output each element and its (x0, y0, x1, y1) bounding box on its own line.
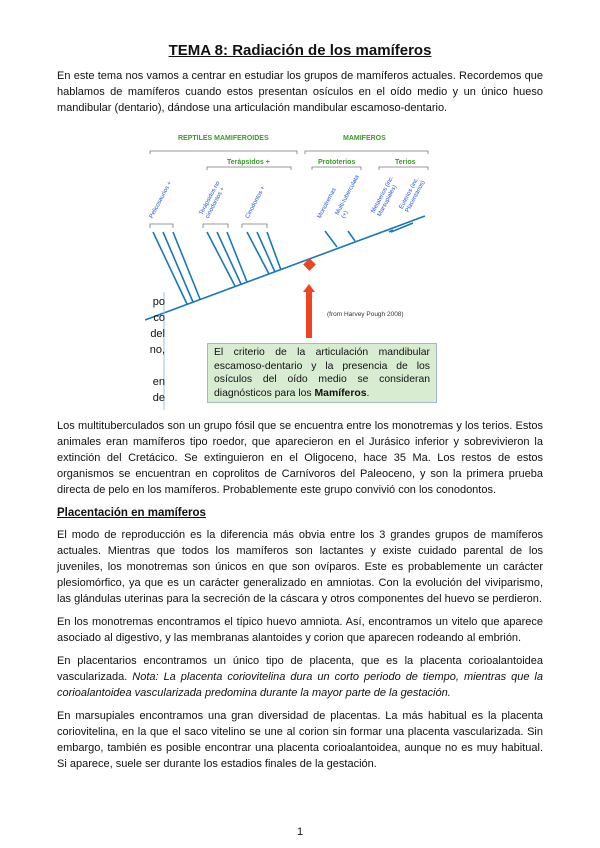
cladogram-tree (145, 215, 426, 321)
cropped-text-fragments: po co del no, en de (149, 296, 165, 404)
group-label-mamiferos: MAMIFEROS (343, 135, 386, 142)
diagnostic-marker (303, 258, 316, 271)
group-label-reptiles: REPTILES MAMIFEROIDES (178, 135, 269, 142)
placentarios-paragraph: En placentarios encontramos un único tip… (57, 655, 543, 699)
marsupiales-paragraph: En marsupiales encontramos una gran dive… (57, 710, 543, 770)
reproduction-paragraph: El modo de reproducción es la diferencia… (57, 529, 543, 605)
group-label-terios: Terios (395, 159, 416, 166)
group-label-prototerios: Prototerios (318, 159, 355, 166)
group-label-terapsidos: Terápsidos + (227, 159, 270, 166)
phylogeny-figure: REPTILES MAMIFEROIDES MAMIFEROS Terápsid… (145, 124, 445, 410)
arrow-icon (303, 284, 315, 338)
monotremas-paragraph: En los monotremas encontramos el típico … (57, 616, 543, 644)
body-text: Los multituberculados son un grupo fósil… (57, 418, 543, 779)
diagnostic-note-box: El criterio de la articulación mandibula… (207, 343, 437, 403)
page-number: 1 (296, 826, 304, 838)
figure-credit: (from Harvey Pough 2008) (327, 311, 404, 318)
page-title: TEMA 8: Radiación de los mamíferos (168, 42, 432, 59)
intro-paragraph: En este tema nos vamos a centrar en estu… (57, 70, 543, 114)
section-heading-placentacion: Placentación en mamíferos (57, 507, 206, 519)
multituberculados-paragraph: Los multituberculados son un grupo fósil… (57, 420, 543, 496)
